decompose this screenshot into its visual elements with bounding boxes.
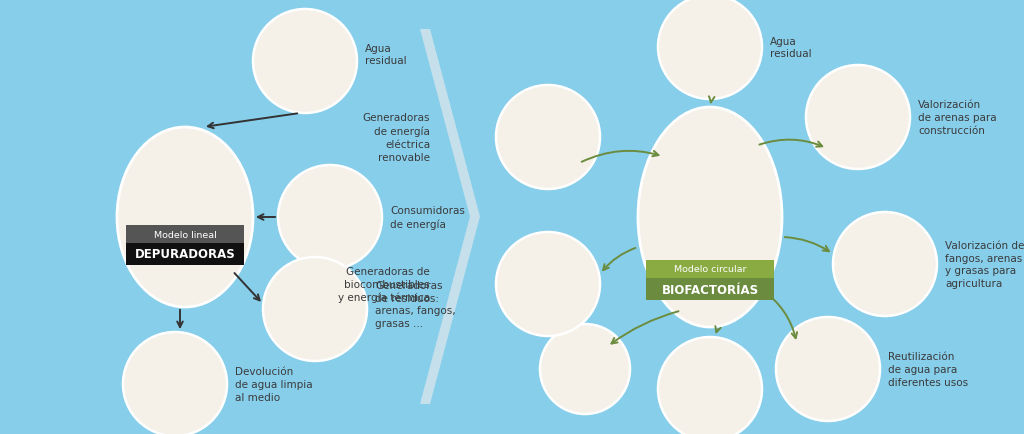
Ellipse shape (638, 108, 782, 327)
Circle shape (776, 317, 880, 421)
Polygon shape (420, 30, 480, 404)
Text: Devolución
de agua limpia
al medio: Devolución de agua limpia al medio (234, 366, 312, 402)
Text: Generadoras de
biocombustibles
y energía térmica: Generadoras de biocombustibles y energía… (338, 266, 430, 302)
Circle shape (540, 324, 630, 414)
Text: Valorización de
fangos, arenas
y grasas para
agricultura: Valorización de fangos, arenas y grasas … (945, 240, 1024, 289)
FancyBboxPatch shape (126, 226, 244, 243)
Text: Consumidoras
de energía: Consumidoras de energía (390, 206, 465, 229)
Circle shape (496, 233, 600, 336)
Text: Modelo lineal: Modelo lineal (154, 230, 216, 239)
Ellipse shape (117, 128, 253, 307)
Circle shape (658, 337, 762, 434)
Circle shape (496, 86, 600, 190)
Circle shape (806, 66, 910, 170)
FancyBboxPatch shape (646, 278, 774, 300)
Text: Generadoras
de residuos:
arenas, fangos,
grasas ...: Generadoras de residuos: arenas, fangos,… (375, 280, 456, 329)
Text: BIOFACTORÍAS: BIOFACTORÍAS (662, 283, 759, 296)
Circle shape (833, 213, 937, 316)
Text: DEPURADORAS: DEPURADORAS (134, 248, 236, 261)
Text: Valorización
de arenas para
construcción: Valorización de arenas para construcción (918, 100, 996, 135)
FancyBboxPatch shape (126, 243, 244, 265)
Circle shape (658, 0, 762, 100)
Circle shape (123, 332, 227, 434)
Text: Agua
residual: Agua residual (770, 36, 812, 59)
Text: Agua
residual: Agua residual (365, 43, 407, 66)
Circle shape (278, 166, 382, 270)
Circle shape (263, 257, 367, 361)
Circle shape (253, 10, 357, 114)
Text: Reutilización
de agua para
diferentes usos: Reutilización de agua para diferentes us… (888, 352, 968, 387)
Text: Modelo circular: Modelo circular (674, 265, 746, 274)
Text: Generadoras
de energía
eléctrica
renovable: Generadoras de energía eléctrica renovab… (362, 113, 430, 162)
FancyBboxPatch shape (646, 260, 774, 278)
